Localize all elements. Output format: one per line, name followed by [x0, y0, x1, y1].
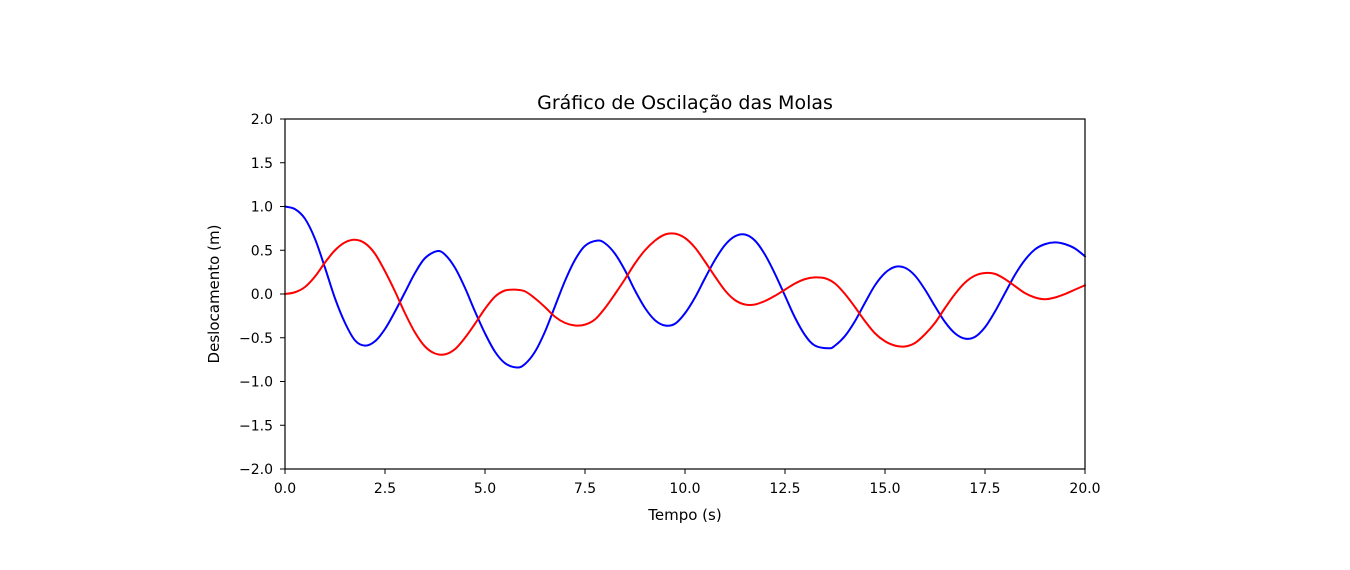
y-tick-label: −1.0 [239, 375, 273, 391]
x-tick-label: 5.0 [474, 481, 496, 497]
x-tick-label: 2.5 [374, 481, 396, 497]
y-tick-label: −1.5 [239, 418, 273, 434]
series-line-1 [284, 205, 1086, 369]
x-tick-label: 7.5 [574, 481, 596, 497]
y-axis-label: Deslocamento (m) [205, 225, 223, 364]
x-tick-label: 10.0 [669, 481, 700, 497]
y-tick-label: 1.0 [251, 200, 273, 216]
x-tick-label: 17.5 [969, 481, 1000, 497]
y-tick-label: 2.0 [251, 112, 273, 128]
series-line-2 [284, 232, 1086, 356]
x-tick-label: 12.5 [769, 481, 800, 497]
x-tick-label: 20.0 [1069, 481, 1100, 497]
y-tick-label: 0.0 [251, 287, 273, 303]
y-tick-label: −2.0 [239, 462, 273, 478]
y-tick-label: 1.5 [251, 156, 273, 172]
y-tick-label: −0.5 [239, 331, 273, 347]
y-tick-label: 0.5 [251, 243, 273, 259]
series-layer [284, 205, 1086, 369]
x-axis-label: Tempo (s) [647, 506, 721, 524]
y-axis: −2.0 −1.5 −1.0 −0.5 0.0 0.5 1.0 1.5 2.0 [239, 112, 285, 478]
x-axis: 0.0 2.5 5.0 7.5 10.0 12.5 15.0 17.5 20.0 [274, 469, 1101, 497]
x-tick-label: 0.0 [274, 481, 296, 497]
x-tick-label: 15.0 [869, 481, 900, 497]
chart-title: Gráfico de Oscilação das Molas [537, 92, 833, 114]
